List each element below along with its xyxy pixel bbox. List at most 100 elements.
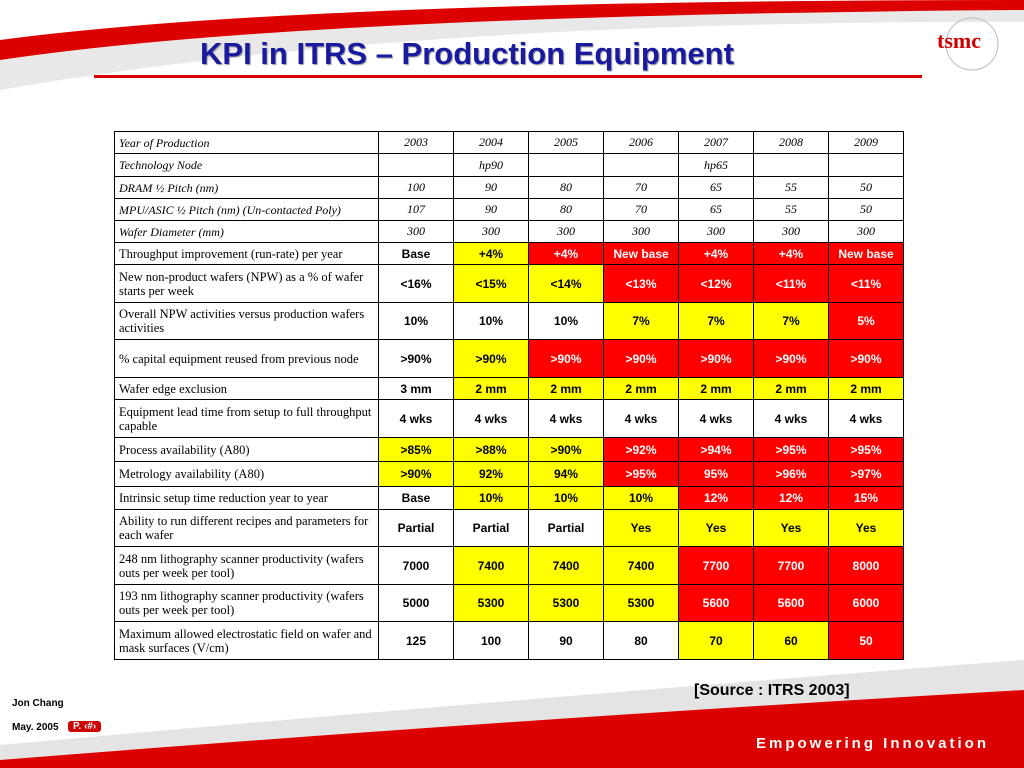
- table-cell: 94%: [528, 461, 604, 487]
- table-cell: >90%: [828, 339, 904, 378]
- table-cell: Partial: [378, 509, 454, 547]
- row-label: Overall NPW activities versus production…: [114, 302, 379, 340]
- row-label: Year of Production: [114, 131, 379, 154]
- table-cell: +4%: [753, 242, 829, 265]
- table-cell: 4 wks: [528, 399, 604, 438]
- slide-title: KPI in ITRS – Production Equipment: [200, 36, 734, 71]
- table-cell: +4%: [453, 242, 529, 265]
- table-cell: >94%: [678, 437, 754, 462]
- table-row: 248 nm lithography scanner productivity …: [114, 546, 904, 585]
- table-row: Intrinsic setup time reduction year to y…: [114, 486, 904, 510]
- row-label: % capital equipment reused from previous…: [114, 339, 379, 378]
- table-cell: 15%: [828, 486, 904, 510]
- row-label: 193 nm lithography scanner productivity …: [114, 584, 379, 622]
- row-label: Metrology availability (A80): [114, 461, 379, 487]
- table-cell: 80: [528, 176, 604, 199]
- table-cell: 90: [453, 198, 529, 221]
- table-cell: 12%: [678, 486, 754, 510]
- table-cell: 125: [378, 621, 454, 660]
- title-underline: [94, 75, 922, 78]
- table-cell: Partial: [528, 509, 604, 547]
- table-row: MPU/ASIC ½ Pitch (nm) (Un-contacted Poly…: [114, 198, 904, 221]
- table-cell: Yes: [678, 509, 754, 547]
- table-cell: 7400: [453, 546, 529, 585]
- row-label: Intrinsic setup time reduction year to y…: [114, 486, 379, 510]
- table-cell: >95%: [828, 437, 904, 462]
- table-cell: 50: [828, 198, 904, 221]
- table-cell: 8000: [828, 546, 904, 585]
- table-cell: [603, 153, 679, 177]
- table-cell: Yes: [753, 509, 829, 547]
- table-cell: 2009: [828, 131, 904, 154]
- table-cell: 7400: [528, 546, 604, 585]
- table-cell: 7700: [678, 546, 754, 585]
- table-cell: [828, 153, 904, 177]
- table-cell: >88%: [453, 437, 529, 462]
- table-cell: 7700: [753, 546, 829, 585]
- table-cell: 5300: [603, 584, 679, 622]
- table-cell: 2 mm: [603, 377, 679, 400]
- row-label: 248 nm lithography scanner productivity …: [114, 546, 379, 585]
- top-swoosh: [0, 0, 1024, 75]
- table-cell: 70: [603, 176, 679, 199]
- table-cell: 2004: [453, 131, 529, 154]
- table-cell: >95%: [603, 461, 679, 487]
- table-cell: 12%: [753, 486, 829, 510]
- table-cell: 300: [528, 220, 604, 243]
- table-cell: >90%: [453, 339, 529, 378]
- table-cell: 95%: [678, 461, 754, 487]
- table-cell: 2003: [378, 131, 454, 154]
- table-cell: 7400: [603, 546, 679, 585]
- kpi-table: Year of Production 2003 2004 2005 2006 2007 20…: [114, 131, 904, 660]
- table-cell: 7000: [378, 546, 454, 585]
- table-cell: 4 wks: [603, 399, 679, 438]
- table-cell: <16%: [378, 264, 454, 303]
- table-cell: 2 mm: [528, 377, 604, 400]
- table-cell: 7%: [753, 302, 829, 340]
- table-cell: Base: [378, 242, 454, 265]
- row-label: MPU/ASIC ½ Pitch (nm) (Un-contacted Poly…: [114, 198, 379, 221]
- row-label: Maximum allowed electrostatic field on w…: [114, 621, 379, 660]
- table-cell: 6000: [828, 584, 904, 622]
- table-row: Equipment lead time from setup to full t…: [114, 399, 904, 438]
- table-cell: 300: [753, 220, 829, 243]
- table-cell: 2007: [678, 131, 754, 154]
- table-cell: 100: [378, 176, 454, 199]
- table-cell: 5000: [378, 584, 454, 622]
- table-cell: New base: [603, 242, 679, 265]
- table-cell: [753, 153, 829, 177]
- table-cell: >96%: [753, 461, 829, 487]
- table-cell: 7%: [678, 302, 754, 340]
- table-cell: [378, 153, 454, 177]
- table-cell: 50: [828, 621, 904, 660]
- table-row: Process availability (A80) >85% >88% >90% >9…: [114, 437, 904, 462]
- table-row: Wafer edge exclusion 3 mm 2 mm 2 mm 2 mm 2 mm…: [114, 377, 904, 400]
- date: May. 2005: [12, 722, 59, 733]
- author: Jon Chang: [12, 698, 64, 709]
- table-cell: 10%: [528, 486, 604, 510]
- table-cell: +4%: [528, 242, 604, 265]
- table-cell: 2005: [528, 131, 604, 154]
- table-cell: 5600: [753, 584, 829, 622]
- row-label: Technology Node: [114, 153, 379, 177]
- table-cell: 4 wks: [753, 399, 829, 438]
- table-cell: 5300: [453, 584, 529, 622]
- bottom-swoosh: [0, 690, 1024, 768]
- table-cell: 2006: [603, 131, 679, 154]
- slogan: Empowering Innovation: [756, 735, 990, 752]
- table-cell: [528, 153, 604, 177]
- table-row: Year of Production 2003 2004 2005 2006 2007 20…: [114, 131, 904, 154]
- table-row: % capital equipment reused from previous…: [114, 339, 904, 378]
- table-cell: >92%: [603, 437, 679, 462]
- table-cell: <15%: [453, 264, 529, 303]
- table-cell: 300: [603, 220, 679, 243]
- table-cell: 60: [753, 621, 829, 660]
- table-row: Wafer Diameter (mm) 300 300 300 300 300 300 300: [114, 220, 904, 243]
- row-label: Equipment lead time from setup to full t…: [114, 399, 379, 438]
- table-cell: 2008: [753, 131, 829, 154]
- table-cell: 4 wks: [378, 399, 454, 438]
- table-cell: 7%: [603, 302, 679, 340]
- table-cell: 5%: [828, 302, 904, 340]
- table-cell: 10%: [528, 302, 604, 340]
